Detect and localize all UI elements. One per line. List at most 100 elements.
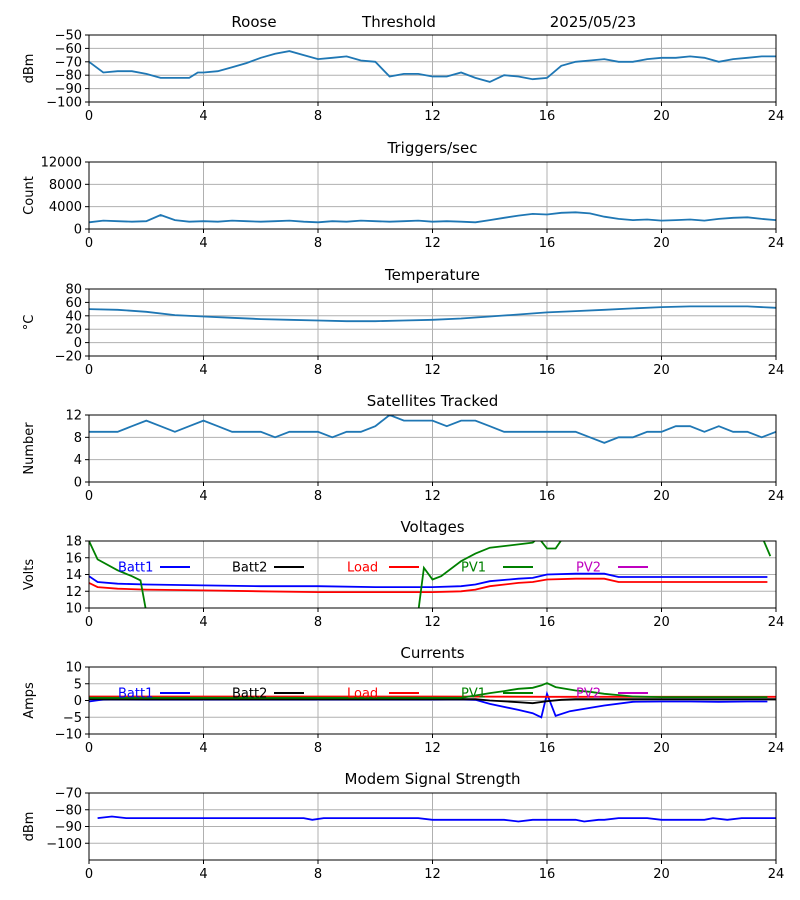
x-tick-label: 20 <box>653 363 670 378</box>
x-tick-label: 24 <box>768 741 785 756</box>
legend-label-pv1: PV1 <box>461 687 486 702</box>
panel-title-triggers: Triggers/sec <box>387 139 478 157</box>
y-axis-label: dBm <box>22 54 37 84</box>
x-tick-label: 20 <box>653 236 670 251</box>
x-tick-label: 4 <box>199 615 207 630</box>
panel-title-satellites: Satellites Tracked <box>367 392 498 410</box>
x-tick-label: 20 <box>653 615 670 630</box>
x-tick-label: 0 <box>85 489 93 504</box>
x-tick-label: 0 <box>85 109 93 124</box>
series-line-pv1 <box>89 682 768 699</box>
y-axis-label: Volts <box>22 559 37 591</box>
station-name: Roose <box>231 13 276 31</box>
x-tick-label: 8 <box>314 109 322 124</box>
x-tick-label: 16 <box>539 236 556 251</box>
panel-title-modem: Modem Signal Strength <box>345 770 521 788</box>
y-tick-label: 10 <box>65 661 82 676</box>
legend-label-batt2: Batt2 <box>232 687 267 702</box>
x-tick-label: 16 <box>539 867 556 882</box>
y-tick-label: 16 <box>65 551 82 566</box>
legend-label-batt1: Batt1 <box>118 687 153 702</box>
y-tick-label: 0 <box>74 223 82 238</box>
legend-label-batt2: Batt2 <box>232 561 267 576</box>
y-tick-label: 12 <box>65 585 82 600</box>
x-tick-label: 4 <box>199 489 207 504</box>
y-tick-label: −80 <box>55 69 82 84</box>
x-tick-label: 24 <box>768 615 785 630</box>
legend-label-pv2: PV2 <box>576 687 601 702</box>
x-tick-label: 20 <box>653 741 670 756</box>
series-line-modem <box>97 815 776 823</box>
panel-title-threshold: Threshold <box>361 13 436 31</box>
y-tick-label: −60 <box>55 42 82 57</box>
x-tick-label: 12 <box>424 867 441 882</box>
y-axis-label: Amps <box>22 682 37 719</box>
y-tick-label: 20 <box>65 323 82 338</box>
series-line-temperature <box>89 305 776 323</box>
y-tick-label: −80 <box>55 803 82 818</box>
series-line-triggers <box>89 211 776 224</box>
y-axis-label: Count <box>22 176 37 215</box>
series-line-batt2 <box>89 698 776 705</box>
x-tick-label: 4 <box>199 109 207 124</box>
x-tick-label: 8 <box>314 615 322 630</box>
x-tick-label: 4 <box>199 363 207 378</box>
series-line-batt1 <box>89 572 768 588</box>
x-tick-label: 12 <box>424 236 441 251</box>
y-tick-label: 4 <box>74 453 82 468</box>
y-axis-label: dBm <box>22 812 37 842</box>
y-axis-label: Number <box>22 422 37 475</box>
x-tick-label: 24 <box>768 109 785 124</box>
legend-label-load: Load <box>347 687 378 702</box>
x-tick-label: 8 <box>314 236 322 251</box>
panel-threshold: 0 4 8 12 16 20 24 −100−90−80−70−60−50 dBm <box>22 29 784 125</box>
y-tick-label: −70 <box>55 55 82 70</box>
y-tick-label: 18 <box>65 535 82 550</box>
x-tick-label: 0 <box>85 236 93 251</box>
header: Roose Threshold 2025/05/23 <box>231 13 636 31</box>
x-tick-label: 20 <box>653 109 670 124</box>
x-tick-label: 12 <box>424 109 441 124</box>
y-tick-label: −20 <box>55 350 82 365</box>
x-tick-label: 0 <box>85 615 93 630</box>
y-tick-label: 0 <box>74 694 82 709</box>
x-tick-label: 8 <box>314 867 322 882</box>
x-tick-label: 20 <box>653 489 670 504</box>
y-tick-label: 12 <box>65 409 82 424</box>
x-tick-label: 12 <box>424 615 441 630</box>
y-tick-label: 60 <box>65 296 82 311</box>
x-tick-label: 0 <box>85 867 93 882</box>
legend-label-batt1: Batt1 <box>118 561 153 576</box>
x-tick-label: 8 <box>314 363 322 378</box>
y-tick-label: 14 <box>65 568 82 583</box>
x-tick-label: 12 <box>424 489 441 504</box>
x-tick-label: 16 <box>539 109 556 124</box>
y-tick-label: 8 <box>74 431 82 446</box>
panel-satellites: 0 4 8 12 16 20 24 0 4 8 12 Satellites Tracked Number <box>22 392 784 504</box>
y-tick-label: 5 <box>74 677 82 692</box>
y-tick-label: −10 <box>55 728 82 743</box>
y-tick-label: 0 <box>74 476 82 491</box>
y-tick-label: −90 <box>55 82 82 97</box>
series-line-pv1 <box>89 541 772 608</box>
y-tick-label: −50 <box>55 29 82 44</box>
x-tick-label: 24 <box>768 867 785 882</box>
x-tick-label: 16 <box>539 363 556 378</box>
y-tick-label: 12000 <box>41 156 82 171</box>
legend-label-pv1: PV1 <box>461 561 486 576</box>
y-tick-label: −100 <box>46 837 82 852</box>
x-tick-label: 0 <box>85 741 93 756</box>
panel-title-currents: Currents <box>400 644 464 662</box>
y-tick-label: 10 <box>65 602 82 617</box>
x-tick-label: 24 <box>768 489 785 504</box>
x-tick-label: 16 <box>539 741 556 756</box>
x-tick-label: 24 <box>768 236 785 251</box>
x-tick-label: 8 <box>314 741 322 756</box>
y-axis-label: °C <box>22 315 37 331</box>
y-tick-label: −100 <box>46 96 82 111</box>
legend-label-load: Load <box>347 561 378 576</box>
